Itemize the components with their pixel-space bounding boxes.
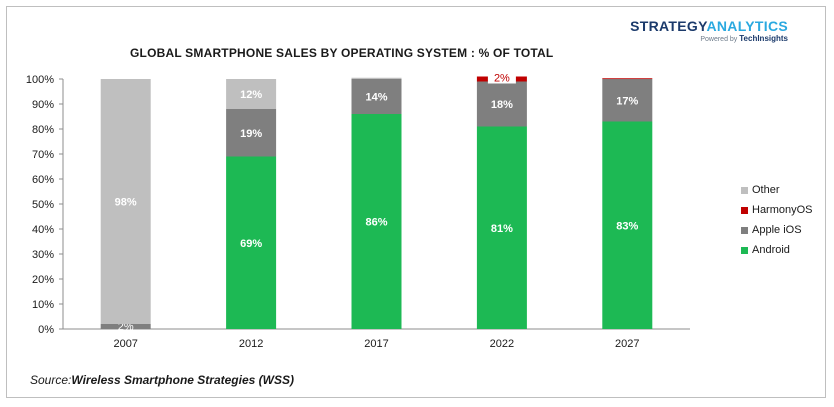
y-tick-label: 20% <box>32 274 54 286</box>
x-tick-label: 2012 <box>239 338 263 350</box>
brand-logo: STRATEGYANALYTICS Powered by TechInsight… <box>628 18 788 44</box>
legend-item: HarmonyOS <box>741 200 813 220</box>
data-label: 19% <box>240 128 262 140</box>
legend-label: HarmonyOS <box>752 204 813 216</box>
y-tick-label: 70% <box>32 149 54 161</box>
x-tick-label: 2027 <box>615 338 639 350</box>
brand-tagline-prefix: Powered by <box>700 36 738 43</box>
data-label: 2% <box>494 73 510 85</box>
source-text: Wireless Smartphone Strategies (WSS) <box>71 373 294 387</box>
y-tick-label: 80% <box>32 124 54 136</box>
legend-label: Android <box>752 244 790 256</box>
legend-swatch <box>741 226 748 234</box>
bar-segment-apple-ios <box>351 79 402 114</box>
bar-segment-android <box>226 156 277 329</box>
data-label-bg <box>487 71 516 84</box>
legend-swatch <box>741 186 748 194</box>
legend-label: Other <box>752 184 780 196</box>
legend-item: Other <box>741 180 813 200</box>
y-tick-label: 90% <box>32 99 54 111</box>
legend-label: Apple iOS <box>752 224 802 236</box>
x-tick-label: 2017 <box>364 338 388 350</box>
y-tick-label: 40% <box>32 224 54 236</box>
legend-item: Android <box>741 240 813 260</box>
y-tick-label: 0% <box>38 324 54 336</box>
bar-segment-android <box>602 121 653 329</box>
bar-segment-apple-ios <box>100 324 151 329</box>
data-label: 18% <box>491 99 513 111</box>
bar-segment-harmonyos <box>602 78 653 80</box>
data-label: 81% <box>491 223 513 235</box>
data-label: 14% <box>365 92 387 104</box>
source-note: Source:Wireless Smartphone Strategies (W… <box>30 373 294 387</box>
y-tick-label: 100% <box>26 74 54 86</box>
data-label: 12% <box>240 89 262 101</box>
x-tick-label: 2007 <box>113 338 137 350</box>
bar-segment-apple-ios <box>476 81 527 127</box>
bar-segment-other <box>351 77 402 79</box>
chart-title: GLOBAL SMARTPHONE SALES BY OPERATING SYS… <box>130 46 554 60</box>
legend-swatch <box>741 206 748 214</box>
bar-segment-apple-ios <box>602 79 653 122</box>
brand-name-part1: STRATEGY <box>630 18 707 34</box>
x-tick-label: 2022 <box>490 338 514 350</box>
y-tick-label: 10% <box>32 299 54 311</box>
bar-segment-android <box>351 114 402 329</box>
y-tick-label: 30% <box>32 249 54 261</box>
data-label: 83% <box>616 220 638 232</box>
data-label: 69% <box>240 238 262 250</box>
y-tick-label: 50% <box>32 199 54 211</box>
brand-name: STRATEGYANALYTICS <box>628 18 788 34</box>
bar-segment-other <box>100 79 151 324</box>
data-label: 86% <box>365 217 387 229</box>
data-label: 98% <box>115 197 137 209</box>
y-tick-label: 60% <box>32 174 54 186</box>
source-prefix: Source: <box>30 373 72 387</box>
brand-name-part2: ANALYTICS <box>706 18 788 34</box>
data-label: 17% <box>616 95 638 107</box>
legend-swatch <box>741 246 748 254</box>
brand-tagline-company: TechInsights <box>739 34 788 43</box>
bar-segment-other <box>226 79 277 109</box>
bar-segment-android <box>476 126 527 329</box>
chart-legend: Other HarmonyOS Apple iOS Android <box>741 180 813 260</box>
brand-tagline: Powered by TechInsights <box>628 34 788 44</box>
legend-item: Apple iOS <box>741 220 813 240</box>
bar-segment-apple-ios <box>226 109 277 157</box>
